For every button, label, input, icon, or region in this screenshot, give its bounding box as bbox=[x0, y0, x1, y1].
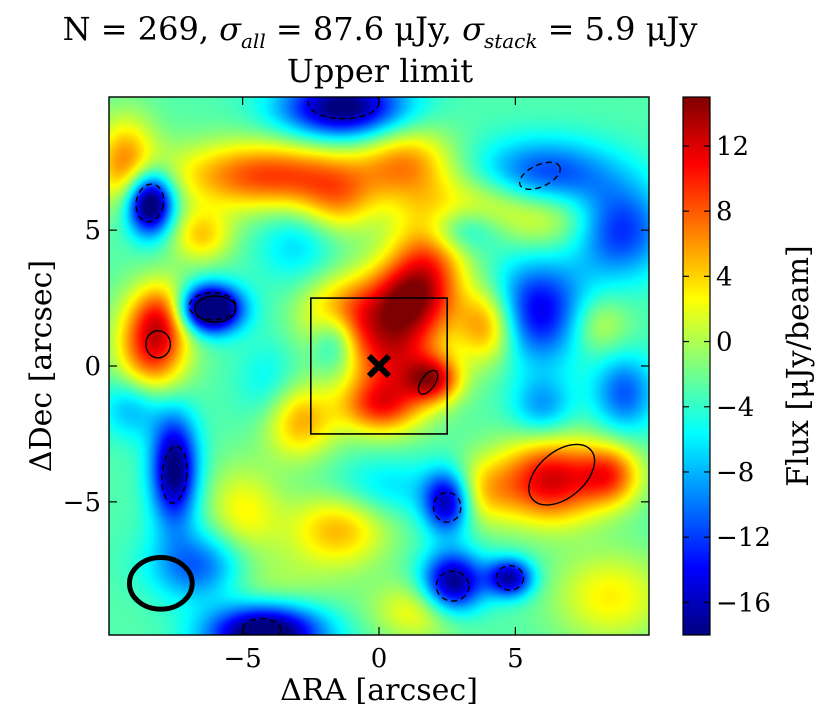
x-tick-label-0: −5 bbox=[223, 644, 261, 674]
title-sigma-all: σ bbox=[219, 10, 242, 48]
y-tick-label-2: −5 bbox=[63, 488, 101, 518]
title-eq-stack: = 5.9 μJy bbox=[537, 10, 697, 48]
positive-contour-2 bbox=[417, 369, 439, 395]
negative-contour-10 bbox=[435, 570, 470, 602]
colorbar-tick-label-6: −12 bbox=[716, 523, 771, 553]
title-eq-all: = 87.6 μJy, bbox=[266, 10, 452, 48]
negative-contour-6 bbox=[161, 445, 188, 504]
colorbar-tick-label-1: 8 bbox=[716, 197, 733, 227]
colorbar-ticks: 12 8 4 0 −4 −8 −12 −16 bbox=[683, 132, 771, 618]
negative-contour-8 bbox=[518, 161, 561, 190]
title-sub-all: all bbox=[241, 29, 266, 53]
colorbar-tick-label-7: −16 bbox=[716, 588, 771, 618]
colorbar-tick-label-0: 12 bbox=[716, 132, 749, 162]
negative-contour-9 bbox=[432, 491, 462, 523]
beam-ellipse bbox=[126, 555, 195, 612]
colorbar-tick-label-3: 0 bbox=[716, 328, 733, 358]
title-sigma-stack: σ bbox=[462, 10, 485, 48]
x-tick-label-1: 0 bbox=[371, 644, 388, 674]
contours bbox=[135, 97, 596, 635]
colorbar-tick-label-5: −8 bbox=[716, 458, 754, 488]
chart-title: N = 269, σall = 87.6 μJy, σstack = 5.9 μ… bbox=[63, 10, 698, 53]
colorbar-tick-label-4: −4 bbox=[716, 393, 754, 423]
negative-contour-4 bbox=[188, 291, 237, 321]
x-axis-ticks: −5 0 5 bbox=[223, 97, 524, 674]
title-sub-stack: stack bbox=[484, 29, 538, 53]
x-axis-label: ΔRA [arcsec] bbox=[280, 673, 478, 708]
positive-contour-0 bbox=[528, 443, 596, 506]
title-n: N = 269, bbox=[63, 10, 209, 48]
negative-contour-11 bbox=[495, 565, 525, 591]
colorbar bbox=[682, 96, 711, 636]
y-tick-label-1: 0 bbox=[84, 352, 101, 382]
negative-contour-12 bbox=[241, 618, 282, 635]
marker-stroke-2 bbox=[366, 353, 392, 379]
colorbar-tick-label-2: 4 bbox=[716, 262, 733, 292]
x-tick-label-2: 5 bbox=[507, 644, 524, 674]
stack-box bbox=[310, 297, 448, 435]
center-marker bbox=[366, 353, 392, 379]
negative-contour-5 bbox=[135, 183, 165, 223]
positive-contour-1 bbox=[145, 329, 172, 359]
y-axis-ticks: 5 0 −5 bbox=[63, 216, 649, 518]
colorbar-label: Flux [μJy/beam] bbox=[781, 245, 816, 486]
chart-subtitle: Upper limit bbox=[287, 52, 473, 90]
y-tick-label-0: 5 bbox=[84, 216, 101, 246]
beam-layer bbox=[126, 555, 195, 612]
y-axis-label: ΔDec [arcsec] bbox=[24, 260, 59, 472]
